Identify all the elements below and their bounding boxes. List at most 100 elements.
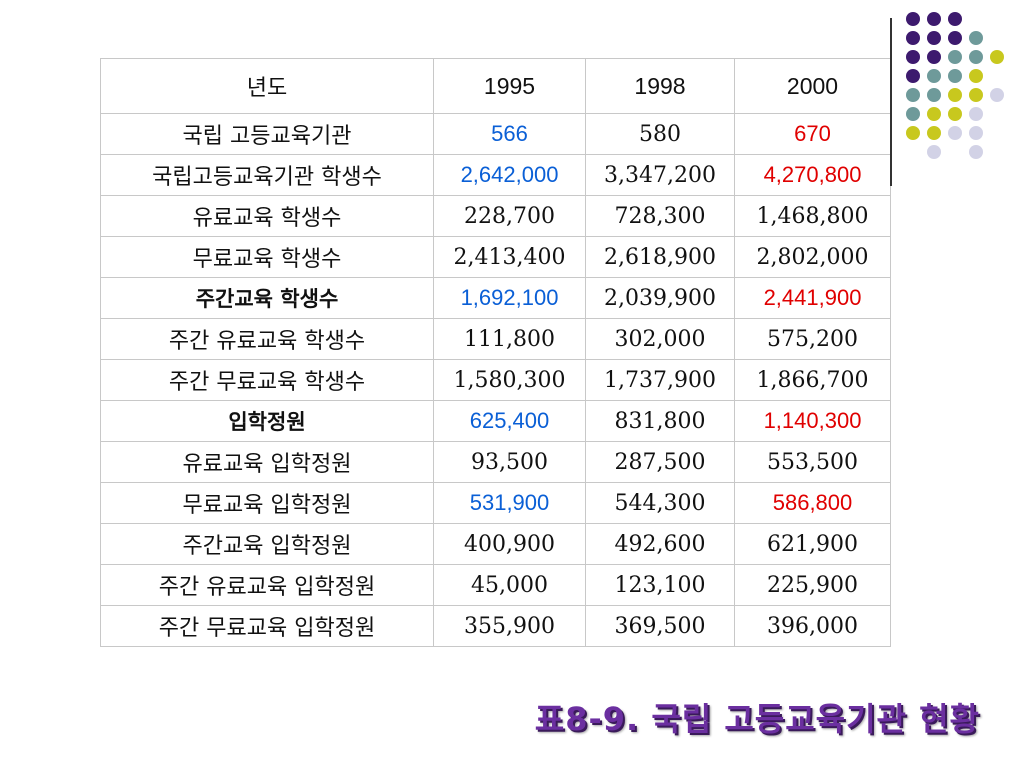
decorative-dot bbox=[927, 50, 941, 64]
row-label-cell: 주간 유료교육 학생수 bbox=[100, 318, 434, 360]
value-cell-1998: 2,618,900 bbox=[585, 236, 735, 278]
row-label-cell: 유료교육 학생수 bbox=[100, 195, 434, 237]
value-cell-2000: 1,140,300 bbox=[734, 400, 891, 442]
value-cell-1998: 831,800 bbox=[585, 400, 735, 442]
table-row: 유료교육 학생수 228,700 728,300 1,468,800 bbox=[100, 195, 891, 237]
table-row: 국립고등교육기관 학생수 2,642,000 3,347,200 4,270,800 bbox=[100, 154, 891, 196]
row-label-cell: 주간 무료교육 학생수 bbox=[100, 359, 434, 401]
value-cell-2000: 225,900 bbox=[734, 564, 891, 606]
value-cell-1998: 3,347,200 bbox=[585, 154, 735, 196]
decorative-dot bbox=[948, 50, 962, 64]
decorative-dot bbox=[948, 88, 962, 102]
value-cell-1995: 2,642,000 bbox=[433, 154, 586, 196]
value-cell-2000: 4,270,800 bbox=[734, 154, 891, 196]
value-cell-1998: 369,500 bbox=[585, 605, 735, 647]
decorative-dot bbox=[969, 145, 983, 159]
row-label-cell: 주간교육 입학정원 bbox=[100, 523, 434, 565]
table-row: 주간 무료교육 입학정원 355,900 369,500 396,000 bbox=[100, 605, 891, 647]
value-cell-1995: 1,692,100 bbox=[433, 277, 586, 319]
row-label-cell: 입학정원 bbox=[100, 400, 434, 442]
row-label-cell: 주간교육 학생수 bbox=[100, 277, 434, 319]
value-cell-1995: 2,413,400 bbox=[433, 236, 586, 278]
vertical-divider-line bbox=[890, 18, 892, 186]
decorative-dot bbox=[969, 69, 983, 83]
row-label-cell: 유료교육 입학정원 bbox=[100, 441, 434, 483]
value-cell-1995: 355,900 bbox=[433, 605, 586, 647]
data-table: 년도 1995 1998 2000 국립 고등교육기관 566 580 670 국립고등… bbox=[100, 58, 891, 647]
value-cell-1998: 123,100 bbox=[585, 564, 735, 606]
table-row: 무료교육 학생수 2,413,400 2,618,900 2,802,000 bbox=[100, 236, 891, 278]
decorative-dot bbox=[927, 145, 941, 159]
table-row: 주간교육 학생수 1,692,100 2,039,900 2,441,900 bbox=[100, 277, 891, 319]
decorative-dot bbox=[927, 126, 941, 140]
value-cell-2000: 670 bbox=[734, 113, 891, 155]
row-label-cell: 무료교육 학생수 bbox=[100, 236, 434, 278]
value-cell-1995: 1,580,300 bbox=[433, 359, 586, 401]
decorative-dot bbox=[969, 88, 983, 102]
table-row: 무료교육 입학정원 531,900 544,300 586,800 bbox=[100, 482, 891, 524]
value-cell-1998: 287,500 bbox=[585, 441, 735, 483]
table-row: 국립 고등교육기관 566 580 670 bbox=[100, 113, 891, 155]
decorative-dot bbox=[990, 50, 1004, 64]
value-cell-2000: 621,900 bbox=[734, 523, 891, 565]
row-label-cell: 국립고등교육기관 학생수 bbox=[100, 154, 434, 196]
decorative-dot bbox=[927, 107, 941, 121]
value-cell-2000: 586,800 bbox=[734, 482, 891, 524]
decorative-dot bbox=[969, 50, 983, 64]
table-row: 주간 무료교육 학생수 1,580,300 1,737,900 1,866,700 bbox=[100, 359, 891, 401]
decorative-dot bbox=[969, 31, 983, 45]
value-cell-1995: 228,700 bbox=[433, 195, 586, 237]
decorative-dot bbox=[927, 69, 941, 83]
table-header-row: 년도 1995 1998 2000 bbox=[100, 58, 891, 114]
value-cell-1998: 492,600 bbox=[585, 523, 735, 565]
decorative-dot-grid bbox=[906, 12, 1024, 172]
decorative-dot bbox=[990, 88, 1004, 102]
decorative-dot bbox=[969, 107, 983, 121]
value-cell-1995: 111,800 bbox=[433, 318, 586, 360]
table-row: 유료교육 입학정원 93,500 287,500 553,500 bbox=[100, 441, 891, 483]
decorative-dot bbox=[948, 69, 962, 83]
decorative-dot bbox=[906, 31, 920, 45]
decorative-dot bbox=[906, 69, 920, 83]
value-cell-1998: 1,737,900 bbox=[585, 359, 735, 401]
decorative-dot bbox=[927, 12, 941, 26]
value-cell-2000: 1,866,700 bbox=[734, 359, 891, 401]
row-label-cell: 주간 무료교육 입학정원 bbox=[100, 605, 434, 647]
value-cell-2000: 1,468,800 bbox=[734, 195, 891, 237]
decorative-dot bbox=[906, 107, 920, 121]
header-year-2000: 2000 bbox=[734, 58, 891, 114]
header-label-cell: 년도 bbox=[100, 58, 434, 114]
table-row: 주간교육 입학정원 400,900 492,600 621,900 bbox=[100, 523, 891, 565]
header-year-1995: 1995 bbox=[433, 58, 586, 114]
decorative-dot bbox=[969, 126, 983, 140]
header-year-1998: 1998 bbox=[585, 58, 735, 114]
decorative-dot bbox=[906, 50, 920, 64]
value-cell-1995: 625,400 bbox=[433, 400, 586, 442]
value-cell-1995: 400,900 bbox=[433, 523, 586, 565]
value-cell-2000: 553,500 bbox=[734, 441, 891, 483]
value-cell-1995: 45,000 bbox=[433, 564, 586, 606]
table-row: 주간 유료교육 입학정원 45,000 123,100 225,900 bbox=[100, 564, 891, 606]
decorative-dot bbox=[906, 126, 920, 140]
value-cell-1995: 566 bbox=[433, 113, 586, 155]
value-cell-2000: 2,802,000 bbox=[734, 236, 891, 278]
decorative-dot bbox=[906, 12, 920, 26]
table-body: 년도 1995 1998 2000 국립 고등교육기관 566 580 670 국립고등… bbox=[100, 58, 891, 647]
value-cell-2000: 396,000 bbox=[734, 605, 891, 647]
decorative-dot bbox=[927, 31, 941, 45]
decorative-dot bbox=[948, 107, 962, 121]
value-cell-1998: 2,039,900 bbox=[585, 277, 735, 319]
table-caption: 표8-9. 국립 고등교육기관 현황 bbox=[534, 700, 980, 738]
value-cell-1995: 93,500 bbox=[433, 441, 586, 483]
row-label-cell: 무료교육 입학정원 bbox=[100, 482, 434, 524]
value-cell-1998: 302,000 bbox=[585, 318, 735, 360]
value-cell-1998: 728,300 bbox=[585, 195, 735, 237]
value-cell-1998: 580 bbox=[585, 113, 735, 155]
row-label-cell: 국립 고등교육기관 bbox=[100, 113, 434, 155]
table-row: 입학정원 625,400 831,800 1,140,300 bbox=[100, 400, 891, 442]
decorative-dot bbox=[948, 126, 962, 140]
value-cell-1998: 544,300 bbox=[585, 482, 735, 524]
table-row: 주간 유료교육 학생수 111,800 302,000 575,200 bbox=[100, 318, 891, 360]
value-cell-1995: 531,900 bbox=[433, 482, 586, 524]
decorative-dot bbox=[927, 88, 941, 102]
